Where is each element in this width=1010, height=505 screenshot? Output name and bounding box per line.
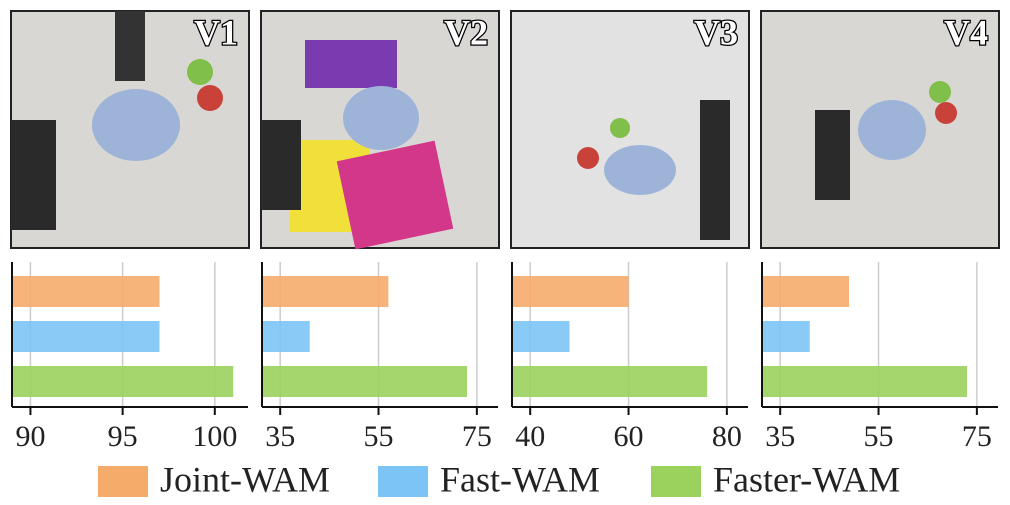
bar bbox=[762, 366, 968, 397]
bar bbox=[762, 321, 810, 352]
photo bbox=[760, 10, 1000, 249]
x-tick-label: 60 bbox=[614, 420, 644, 453]
x-tick-label: 55 bbox=[364, 420, 394, 453]
bar bbox=[512, 321, 570, 352]
bar bbox=[762, 276, 850, 307]
bar bbox=[262, 321, 310, 352]
bar bbox=[262, 366, 468, 397]
photo bbox=[260, 10, 500, 250]
bar bbox=[12, 366, 234, 397]
photo bbox=[510, 10, 750, 249]
panel-title: V2 bbox=[444, 12, 488, 52]
photos bbox=[10, 10, 1000, 250]
bar bbox=[262, 276, 389, 307]
x-tick-label: 75 bbox=[962, 420, 992, 453]
x-tick-label: 100 bbox=[192, 420, 237, 453]
legend-label: Joint-WAM bbox=[160, 459, 330, 499]
legend-label: Faster-WAM bbox=[713, 459, 900, 499]
photo bbox=[10, 10, 250, 249]
panel-title: V4 bbox=[944, 12, 988, 52]
panel-title: V1 bbox=[194, 12, 238, 52]
x-tick-label: 55 bbox=[864, 420, 894, 453]
legend-swatch bbox=[651, 466, 701, 497]
x-tick-label: 90 bbox=[15, 420, 45, 453]
bar bbox=[512, 366, 708, 397]
x-tick-label: 75 bbox=[462, 420, 492, 453]
legend-swatch bbox=[378, 466, 428, 497]
panel-title: V3 bbox=[694, 12, 738, 52]
x-tick-label: 35 bbox=[765, 420, 795, 453]
bar bbox=[12, 276, 160, 307]
x-tick-label: 95 bbox=[108, 420, 138, 453]
bar bbox=[512, 276, 629, 307]
x-tick-label: 80 bbox=[712, 420, 742, 453]
legend-swatch bbox=[98, 466, 148, 497]
legend-label: Fast-WAM bbox=[440, 459, 600, 499]
x-tick-label: 35 bbox=[265, 420, 295, 453]
x-tick-label: 40 bbox=[515, 420, 545, 453]
bar bbox=[12, 321, 160, 352]
